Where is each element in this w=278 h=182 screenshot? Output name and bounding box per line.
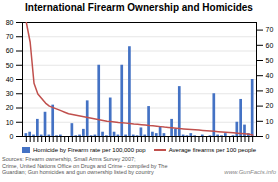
html-text:Sources: Firearm ownership, Sm: Sources: Firearm ownership, Small Arms S… [2,156,168,175]
svg-text:10: 10 [6,118,14,125]
svg-text:50: 50 [6,61,14,68]
svg-text:0: 0 [10,133,14,140]
html-text:Average firearms per 100 peopl: Average firearms per 100 people [168,147,256,153]
svg-text:60: 60 [266,42,274,49]
svg-text:50: 50 [266,57,274,64]
svg-text:30: 30 [6,90,14,97]
svg-text:20: 20 [266,102,274,109]
html-text:www.GunFacts.info: www.GunFacts.info [224,168,276,175]
html-text:International Firearm Ownershi: International Firearm Ownership and Homi… [25,2,253,13]
svg-text:0: 0 [266,133,270,140]
svg-text:10: 10 [266,118,274,125]
svg-text:20: 20 [6,104,14,111]
svg-text:80: 80 [6,19,14,26]
svg-text:30: 30 [266,87,274,94]
svg-text:70: 70 [266,26,274,33]
svg-text:60: 60 [6,47,14,54]
svg-text:70: 70 [6,33,14,40]
svg-text:40: 40 [6,76,14,83]
html-text:Homicide by Firearm rate per 1: Homicide by Firearm rate per 100,000 pop [33,147,146,153]
svg-text:40: 40 [266,72,274,79]
